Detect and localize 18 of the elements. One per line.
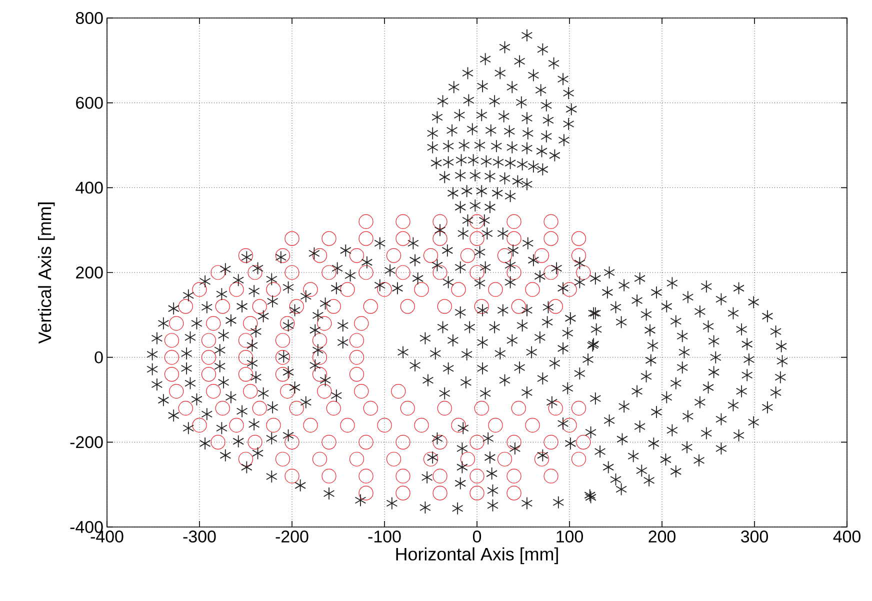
x-tick-label: 100	[556, 530, 583, 543]
x-axis-title: Horizontal Axis [mm]	[396, 547, 558, 564]
x-tick-label: 0	[472, 530, 482, 543]
y-tick-label: -400	[70, 521, 103, 533]
x-tick-label: 200	[648, 530, 676, 543]
y-tick-label: 400	[76, 182, 103, 194]
y-tick-label: -200	[70, 436, 103, 448]
x-tick-label: -400	[90, 530, 124, 543]
y-tick-label: 200	[76, 266, 103, 279]
x-tick-label: -200	[276, 530, 308, 543]
y-tick-label: 800	[76, 12, 103, 24]
y-tick-label: 600	[76, 96, 103, 109]
x-tick-label: 300	[741, 530, 768, 543]
x-tick-label: -300	[183, 530, 216, 543]
y-tick-label: 0	[94, 351, 103, 364]
y-axis-title: Vertical Axis [mm]	[38, 202, 55, 344]
x-tick-label: -100	[368, 530, 401, 543]
x-tick-label: 400	[833, 530, 860, 543]
